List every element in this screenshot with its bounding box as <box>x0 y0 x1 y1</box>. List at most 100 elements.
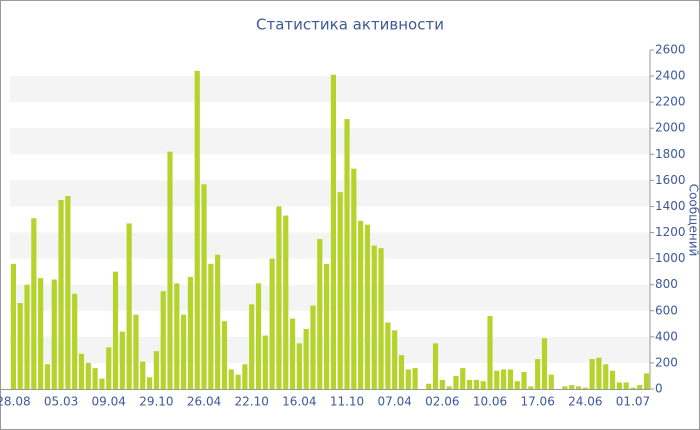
bar <box>133 314 139 389</box>
bar <box>24 284 30 389</box>
bar <box>398 355 405 389</box>
bar <box>480 381 486 389</box>
bar <box>167 151 173 389</box>
bar <box>562 386 568 389</box>
y-axis-title: Сообщений <box>687 184 700 257</box>
bar <box>494 370 500 389</box>
bar <box>242 364 248 389</box>
x-tick-label: 17.06 <box>520 395 554 409</box>
bar <box>439 379 445 389</box>
bar <box>473 379 479 389</box>
bar <box>630 387 636 389</box>
bar <box>126 223 132 389</box>
bar <box>140 361 146 389</box>
bar <box>412 368 418 389</box>
bar <box>589 359 595 389</box>
bar <box>276 206 282 389</box>
bar <box>603 364 609 389</box>
y-tick-label: 800 <box>655 277 678 291</box>
y-tick-label: 1800 <box>655 147 686 161</box>
bar <box>235 374 241 389</box>
bar <box>194 70 200 389</box>
bar <box>528 386 534 389</box>
bar <box>187 276 194 389</box>
y-tick-label: 1000 <box>655 251 686 265</box>
bar <box>317 239 323 389</box>
grid-band <box>10 76 650 103</box>
bar <box>521 372 527 389</box>
bar <box>208 263 214 389</box>
y-tick-label: 1600 <box>655 173 686 187</box>
grid-band <box>10 180 650 207</box>
bar <box>337 192 343 389</box>
x-tick-label: 10.06 <box>473 395 507 409</box>
x-tick-label: 01.07 <box>616 395 650 409</box>
bar <box>99 378 105 389</box>
bar <box>330 74 336 390</box>
grid-band <box>10 232 650 259</box>
bar <box>269 258 275 389</box>
bar <box>541 338 548 389</box>
bar <box>644 373 650 389</box>
bar <box>378 248 384 389</box>
bar <box>582 387 588 389</box>
x-tick-label: 02.06 <box>425 395 459 409</box>
bar <box>119 331 125 389</box>
bar <box>65 196 71 389</box>
x-tick-label: 05.03 <box>44 395 78 409</box>
bar <box>575 386 582 389</box>
bar <box>296 343 302 389</box>
bar <box>616 382 622 389</box>
bar <box>10 263 16 389</box>
y-tick-label: 2000 <box>655 121 686 135</box>
bar <box>596 357 602 389</box>
x-tick-label: 28.08 <box>0 395 31 409</box>
bar <box>201 184 207 389</box>
chart-title: Статистика активности <box>256 16 444 34</box>
bar <box>221 321 228 389</box>
x-tick-label: 07.04 <box>378 395 412 409</box>
bar <box>85 362 91 389</box>
bar <box>249 304 255 389</box>
bar <box>364 224 371 389</box>
bar <box>358 220 364 389</box>
bar <box>255 283 262 389</box>
x-tick-label: 24.06 <box>568 395 602 409</box>
x-tick-label: 11.10 <box>330 395 364 409</box>
bar <box>310 305 316 389</box>
bar <box>72 293 78 389</box>
bar <box>58 199 64 389</box>
bar <box>262 335 268 389</box>
bar <box>283 215 289 389</box>
x-tick-label: 26.04 <box>187 395 221 409</box>
bar <box>17 302 23 389</box>
bar <box>371 245 377 389</box>
bar <box>112 271 119 389</box>
bar <box>174 283 180 389</box>
grid-band <box>10 336 650 363</box>
bar <box>623 382 629 389</box>
y-tick-label: 1200 <box>655 225 686 239</box>
bar <box>432 343 439 389</box>
bar <box>31 218 37 389</box>
bar <box>160 291 166 389</box>
bar <box>181 314 187 389</box>
bar <box>228 369 234 389</box>
bar <box>426 383 432 389</box>
y-tick-label: 0 <box>655 382 663 396</box>
bar <box>153 351 159 389</box>
bar <box>405 369 411 389</box>
bar <box>609 370 616 389</box>
bar <box>324 263 330 389</box>
y-tick-label: 2600 <box>655 43 686 57</box>
bar <box>466 379 473 389</box>
bar <box>548 374 554 389</box>
bar <box>146 377 153 389</box>
y-tick-label: 200 <box>655 355 678 369</box>
bar <box>92 368 98 389</box>
bar <box>38 278 44 389</box>
x-tick-label: 16.04 <box>282 395 316 409</box>
bar <box>385 322 391 389</box>
x-tick-label: 29.10 <box>139 395 173 409</box>
